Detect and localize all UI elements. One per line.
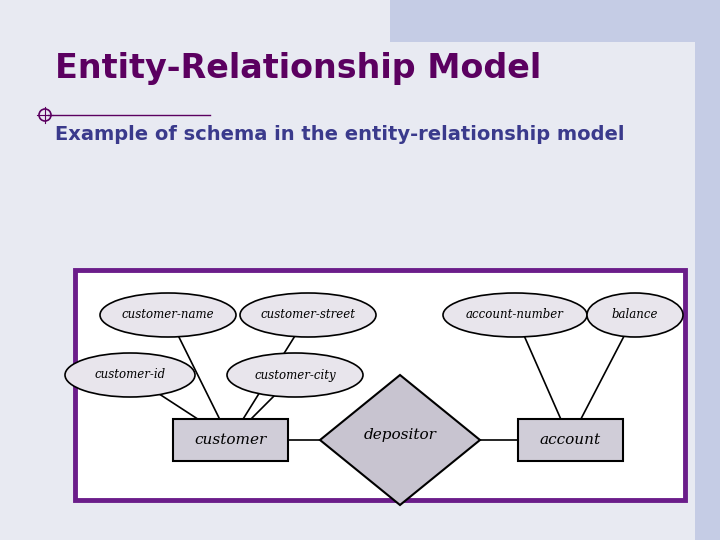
- Ellipse shape: [100, 293, 236, 337]
- Ellipse shape: [65, 353, 195, 397]
- Text: customer-city: customer-city: [254, 368, 336, 381]
- Text: Example of schema in the entity-relationship model: Example of schema in the entity-relation…: [55, 125, 624, 144]
- Text: depositor: depositor: [364, 428, 436, 442]
- Bar: [518, 419, 623, 461]
- Text: account-number: account-number: [466, 308, 564, 321]
- Ellipse shape: [227, 353, 363, 397]
- FancyBboxPatch shape: [75, 270, 685, 500]
- Bar: [390, 0, 720, 42]
- Text: Entity-Relationship Model: Entity-Relationship Model: [55, 52, 541, 85]
- Ellipse shape: [443, 293, 587, 337]
- Text: balance: balance: [612, 308, 658, 321]
- Text: account: account: [539, 433, 600, 447]
- Ellipse shape: [587, 293, 683, 337]
- Text: customer-id: customer-id: [94, 368, 166, 381]
- Text: customer-name: customer-name: [122, 308, 215, 321]
- Bar: [695, 0, 720, 540]
- Bar: [173, 419, 287, 461]
- Ellipse shape: [240, 293, 376, 337]
- Text: customer-street: customer-street: [261, 308, 356, 321]
- Polygon shape: [320, 375, 480, 505]
- Text: customer: customer: [194, 433, 266, 447]
